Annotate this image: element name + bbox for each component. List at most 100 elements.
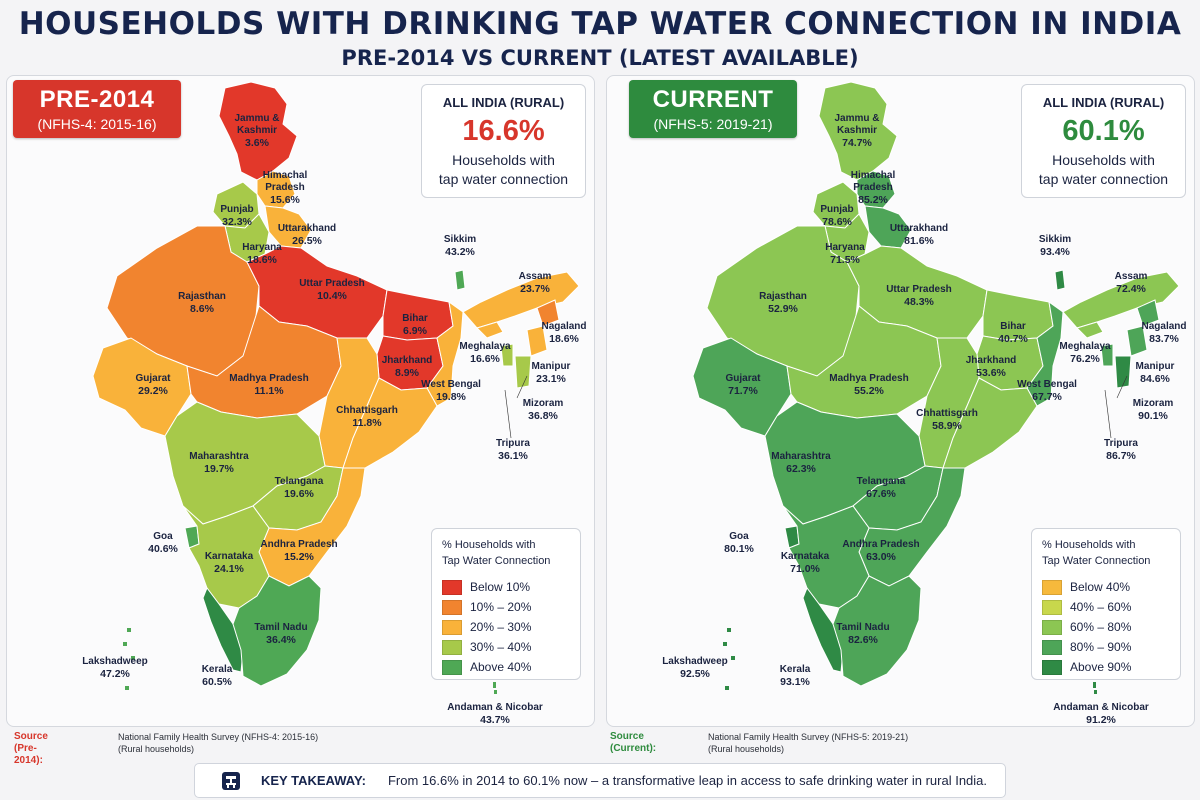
- summary-label: ALL INDIA (RURAL): [1042, 95, 1165, 110]
- state-manipur: [1126, 325, 1148, 357]
- state-tamil-nadu: [832, 575, 922, 687]
- label-goa: Goa 80.1%: [724, 531, 754, 555]
- key-takeaway-bar: KEY TAKEAWAY: From 16.6% in 2014 to 60.1…: [194, 763, 1006, 798]
- page-title: HOUSEHOLDS WITH DRINKING TAP WATER CONNE…: [18, 6, 1182, 42]
- label-manipur: Manipur 84.6%: [1135, 361, 1175, 385]
- label-punjab: Punjab 78.6%: [820, 204, 854, 228]
- legend-item: 60% – 80%: [1042, 619, 1131, 635]
- source-text: National Family Health Survey (NFHS-5: 2…: [708, 732, 909, 754]
- label-himachal: Himachal Pradesh 85.2%: [850, 170, 896, 206]
- label-chhattisgarh: Chhattisgarh 11.8%: [336, 405, 398, 429]
- label-bihar: Bihar 6.9%: [402, 313, 428, 337]
- label-tamil-nadu: Tamil Nadu 82.6%: [836, 622, 890, 646]
- label-mizoram: Mizoram 36.8%: [522, 398, 564, 422]
- summary-desc: Households with tap water connection: [438, 152, 569, 187]
- pre-2014-panel: PRE-2014 (NFHS-4: 2015-16) ALL INDIA (RU…: [6, 75, 595, 727]
- state-kerala: [802, 586, 844, 673]
- label-rajasthan: Rajasthan 52.9%: [759, 291, 807, 315]
- summary-value: 16.6%: [462, 115, 545, 147]
- state-mizoram: [1114, 355, 1132, 389]
- state-uttarakhand: [864, 205, 912, 249]
- label-haryana: Haryana 71.5%: [825, 242, 865, 266]
- state-tamil-nadu: [232, 575, 322, 687]
- label-uttar-pradesh: Uttar Pradesh 48.3%: [886, 284, 952, 308]
- label-assam: Assam 23.7%: [518, 271, 552, 295]
- label-sikkim: Sikkim 43.2%: [443, 234, 477, 258]
- label-nagaland: Nagaland 18.6%: [541, 321, 587, 345]
- label-goa: Goa 40.6%: [148, 531, 178, 555]
- legend-item: 10% – 20%: [442, 599, 531, 615]
- label-mizoram: Mizoram 90.1%: [1132, 398, 1174, 422]
- label-maharashtra: Maharashtra 62.3%: [771, 451, 831, 475]
- label-gujarat: Gujarat 29.2%: [135, 373, 171, 397]
- state-nagaland: [536, 299, 560, 327]
- legend-item: 80% – 90%: [1042, 639, 1131, 655]
- legend-title: % Households with Tap Water Connection: [1042, 539, 1151, 567]
- label-chhattisgarh: Chhattisgarh 58.9%: [916, 408, 978, 432]
- label-tamil-nadu: Tamil Nadu 36.4%: [254, 622, 308, 646]
- label-jharkhand: Jharkhand 53.6%: [965, 355, 1017, 379]
- label-karnataka: Karnataka 71.0%: [780, 551, 830, 575]
- label-bihar: Bihar 40.7%: [998, 321, 1028, 345]
- source-label: Source (Current):: [610, 731, 657, 754]
- takeaway-text: From 16.6% in 2014 to 60.1% now – a tran…: [387, 773, 988, 788]
- current-panel: CURRENT (NFHS-5: 2019-21) ALL INDIA (RUR…: [606, 75, 1195, 727]
- badge-subtitle: (NFHS-4: 2015-16): [37, 116, 157, 132]
- andaman-nicobar-islands: [493, 682, 497, 694]
- state-sikkim: [1054, 269, 1066, 291]
- label-manipur: Manipur 23.1%: [531, 361, 571, 385]
- state-odisha: [342, 377, 438, 469]
- andaman-nicobar-islands: [1093, 682, 1097, 694]
- current-india-map: [692, 81, 1180, 694]
- badge-title: PRE-2014: [39, 86, 155, 113]
- all-india-summary-pre: ALL INDIA (RURAL) 16.6% Households with t…: [421, 84, 586, 198]
- state-tripura: [500, 343, 514, 367]
- legend-item: Below 10%: [442, 579, 530, 595]
- state-odisha: [942, 377, 1038, 469]
- label-gujarat: Gujarat 71.7%: [725, 373, 761, 397]
- current-badge: CURRENT (NFHS-5: 2019-21): [629, 80, 797, 138]
- label-sikkim: Sikkim 93.4%: [1038, 234, 1072, 258]
- label-jammu-kashmir: Jammu & Kashmir 3.6%: [234, 113, 280, 149]
- label-haryana: Haryana 18.6%: [242, 242, 282, 266]
- summary-desc: Households with tap water connection: [1038, 152, 1169, 187]
- label-nagaland: Nagaland 83.7%: [1141, 321, 1187, 345]
- label-tripura: Tripura 36.1%: [496, 438, 530, 462]
- state-uttarakhand: [264, 205, 312, 249]
- legend-pre: % Households with Tap Water Connection Be…: [431, 528, 581, 680]
- label-kerala: Kerala 60.5%: [201, 664, 233, 688]
- legend-item: 30% – 40%: [442, 639, 531, 655]
- takeaway-label: KEY TAKEAWAY:: [261, 773, 366, 788]
- label-himachal: Himachal Pradesh 15.6%: [262, 170, 308, 206]
- label-madhya-pradesh: Madhya Pradesh 55.2%: [829, 373, 909, 397]
- lakshadweep-islands: [123, 628, 135, 690]
- state-tripura: [1100, 343, 1114, 367]
- label-kerala: Kerala 93.1%: [779, 664, 811, 688]
- legend-item: Below 40%: [1042, 579, 1130, 595]
- badge-title: CURRENT: [652, 86, 774, 113]
- label-maharashtra: Maharashtra 19.7%: [189, 451, 249, 475]
- label-jammu-kashmir: Jammu & Kashmir 74.7%: [834, 113, 880, 149]
- label-uttar-pradesh: Uttar Pradesh 10.4%: [299, 278, 365, 302]
- summary-value: 60.1%: [1062, 115, 1145, 147]
- label-meghalaya: Meghalaya 16.6%: [459, 341, 511, 365]
- pre-2014-india-map: [92, 81, 580, 694]
- label-jharkhand: Jharkhand 8.9%: [381, 355, 433, 379]
- legend-current: % Households with Tap Water Connection Be…: [1031, 528, 1181, 680]
- summary-label: ALL INDIA (RURAL): [442, 95, 565, 110]
- label-uttarakhand: Uttarakhand 81.6%: [889, 223, 949, 247]
- legend-item: Above 40%: [442, 659, 531, 675]
- state-mizoram: [514, 355, 532, 389]
- state-nagaland: [1136, 299, 1160, 327]
- label-tripura: Tripura 86.7%: [1104, 438, 1138, 462]
- label-madhya-pradesh: Madhya Pradesh 11.1%: [229, 373, 309, 397]
- source-label: Source (Pre-2014):: [14, 731, 48, 766]
- label-telangana: Telangana 67.6%: [856, 476, 906, 500]
- water-tap-icon: [222, 771, 240, 790]
- label-uttarakhand: Uttarakhand 26.5%: [277, 223, 337, 247]
- source-text: National Family Health Survey (NFHS-4: 2…: [118, 732, 319, 754]
- label-andaman-nicobar: Andaman & Nicobar 91.2%: [1053, 702, 1149, 726]
- state-jammu-kashmir: [818, 81, 898, 181]
- label-andhra-pradesh: Andhra Pradesh 15.2%: [260, 539, 338, 563]
- label-karnataka: Karnataka 24.1%: [204, 551, 254, 575]
